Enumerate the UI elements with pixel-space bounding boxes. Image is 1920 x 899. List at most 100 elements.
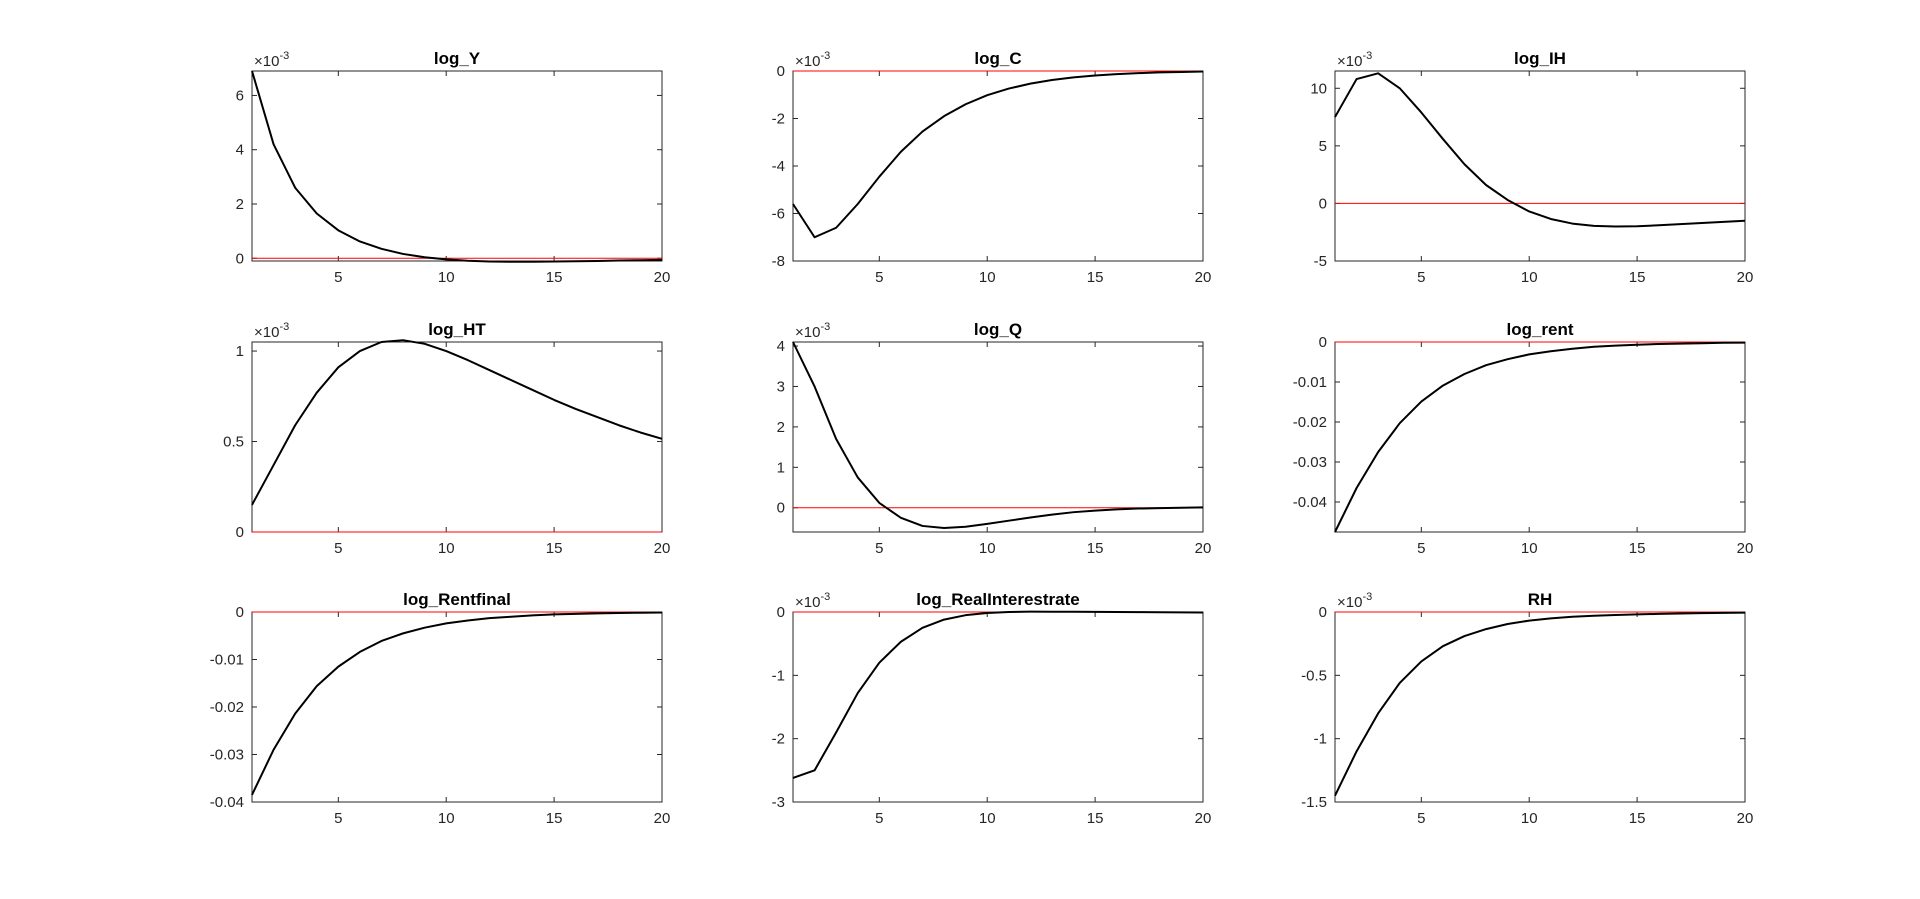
y-tick-label: -0.5: [1301, 667, 1327, 684]
y-tick-label: 1: [777, 459, 785, 476]
y-tick-label: 0: [777, 63, 785, 80]
y-tick-label: -4: [772, 158, 785, 175]
y-tick-label: -0.02: [210, 699, 244, 716]
panel-title: log_rent: [1506, 320, 1573, 339]
y-tick-label: 0: [777, 500, 785, 517]
x-tick-label: 10: [979, 269, 996, 286]
response-line: [792, 341, 1204, 529]
x-tick-label: 10: [1521, 540, 1538, 557]
y-tick-label: -1: [772, 667, 785, 684]
panel-title: log_Rentfinal: [403, 590, 511, 609]
x-tick-label: 20: [1737, 269, 1754, 286]
x-tick-label: 5: [334, 269, 342, 286]
y-tick-label: 2: [777, 419, 785, 436]
y-tick-label: 4: [236, 142, 244, 159]
panel-log-realinterestrate: 5 10 15 20 0 -1 -2 -3 log_RealInterestrate ×10-3: [772, 590, 1212, 827]
x-tick-label: 20: [1195, 540, 1212, 557]
y-tick-label: -0.04: [1293, 494, 1327, 511]
y-tick-label: 0.5: [223, 434, 244, 451]
y-tick-label: 4: [777, 338, 785, 355]
x-tick-label: 20: [654, 540, 671, 557]
panel-rh: 5 10 15 20 0 -0.5 -1 -1.5 RH ×10-3: [1301, 590, 1753, 827]
y-tick-label: -5: [1314, 253, 1327, 270]
x-tick-label: 5: [1417, 269, 1425, 286]
panel-log-rent: 5 10 15 20 0 -0.01 -0.02 -0.03 -0.04 log_rent: [1293, 320, 1754, 557]
x-tick-label: 20: [1195, 269, 1212, 286]
response-line: [792, 610, 1204, 779]
x-tick-label: 10: [979, 540, 996, 557]
response-line: [251, 70, 663, 263]
y-tick-label: -0.02: [1293, 414, 1327, 431]
response-line: [251, 339, 663, 506]
y-tick-label: -0.01: [210, 652, 244, 669]
x-tick-label: 15: [1629, 810, 1646, 827]
x-tick-label: 15: [1629, 540, 1646, 557]
x-tick-label: 15: [1087, 810, 1104, 827]
y-tick-label: 10: [1310, 80, 1327, 97]
panel-title: log_Q: [974, 320, 1022, 339]
response-line: [792, 70, 1204, 239]
axes-box: [1334, 70, 1746, 262]
y-tick-label: -3: [772, 794, 785, 811]
panel-title: log_RealInterestrate: [916, 590, 1079, 609]
x-tick-label: 10: [438, 269, 455, 286]
x-tick-label: 10: [979, 810, 996, 827]
y-exponent-label: ×10-3: [254, 321, 289, 341]
panel-log-c: 5 10 15 20 0 -2 -4 -6 -8 log_C ×10-3: [772, 49, 1212, 286]
response-line: [1334, 611, 1746, 797]
y-tick-label: -0.01: [1293, 374, 1327, 391]
axes-box: [792, 70, 1204, 262]
x-tick-label: 5: [334, 540, 342, 557]
x-tick-label: 15: [546, 269, 563, 286]
x-tick-label: 20: [654, 810, 671, 827]
y-tick-label: 6: [236, 87, 244, 104]
y-tick-label: -2: [772, 731, 785, 748]
y-tick-label: -0.03: [210, 747, 244, 764]
y-tick-label: 2: [236, 196, 244, 213]
x-tick-label: 20: [654, 269, 671, 286]
y-tick-label: 0: [777, 604, 785, 621]
x-tick-label: 15: [1087, 269, 1104, 286]
y-tick-label: -6: [772, 206, 785, 223]
axes-box: [251, 611, 663, 803]
x-tick-label: 5: [875, 269, 883, 286]
y-tick-label: -1.5: [1301, 794, 1327, 811]
x-tick-label: 15: [546, 810, 563, 827]
panel-title: RH: [1528, 590, 1553, 609]
x-tick-label: 10: [438, 540, 455, 557]
response-line: [251, 611, 663, 796]
panel-title: log_IH: [1514, 49, 1566, 68]
axes-box: [251, 70, 663, 262]
panel-log-ht: 5 10 15 20 0 0.5 1 log_HT ×10-3: [223, 320, 670, 557]
axes-box: [792, 611, 1204, 803]
x-tick-label: 20: [1737, 810, 1754, 827]
x-tick-label: 5: [334, 810, 342, 827]
y-exponent-label: ×10-3: [795, 321, 830, 341]
y-tick-label: -0.03: [1293, 454, 1327, 471]
axes-box: [792, 341, 1204, 533]
response-line: [1334, 72, 1746, 228]
x-tick-label: 15: [1087, 540, 1104, 557]
x-tick-label: 5: [1417, 810, 1425, 827]
y-tick-label: -8: [772, 253, 785, 270]
y-tick-label: 1: [236, 343, 244, 360]
x-tick-label: 10: [1521, 269, 1538, 286]
y-exponent-label: ×10-3: [254, 50, 289, 70]
x-tick-label: 10: [1521, 810, 1538, 827]
x-tick-label: 15: [1629, 269, 1646, 286]
y-exponent-label: ×10-3: [795, 591, 830, 611]
panel-title: log_Y: [434, 49, 481, 68]
response-line: [1334, 341, 1746, 533]
axes-box: [251, 341, 663, 533]
x-tick-label: 20: [1737, 540, 1754, 557]
y-tick-label: 0: [236, 604, 244, 621]
axes-box: [1334, 611, 1746, 803]
x-tick-label: 5: [875, 540, 883, 557]
x-tick-label: 20: [1195, 810, 1212, 827]
y-tick-label: 5: [1319, 138, 1327, 155]
y-exponent-label: ×10-3: [1337, 591, 1372, 611]
y-tick-label: 0: [1319, 604, 1327, 621]
panel-title: log_HT: [428, 320, 486, 339]
